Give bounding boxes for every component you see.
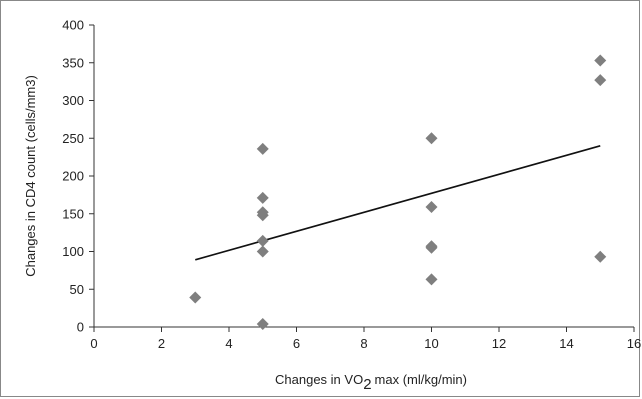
x-tick-label: 6 [293, 336, 300, 351]
y-ticks: 0 50 100 150 200 250 300 350 400 [62, 18, 94, 335]
trendline-group [195, 145, 601, 261]
trendline [195, 145, 601, 261]
x-tick-label: 4 [225, 336, 232, 351]
x-tick-label: 12 [492, 336, 506, 351]
data-point [256, 206, 269, 219]
x-tick-label: 14 [559, 336, 573, 351]
x-axis-title-suffix: max (ml/kg/min) [375, 372, 467, 387]
y-tick-label: 400 [62, 18, 84, 33]
x-tick-label: 10 [424, 336, 438, 351]
x-axis-title: Changes in VO2 max (ml/kg/min) [275, 372, 467, 393]
data-points [189, 54, 607, 330]
y-tick-label: 50 [70, 282, 84, 297]
data-point [594, 54, 607, 67]
x-axis-title-subscript: 2 [363, 376, 371, 393]
axes [93, 25, 634, 328]
x-tick-label: 16 [627, 336, 641, 351]
y-tick-label: 100 [62, 244, 84, 259]
y-tick-label: 150 [62, 206, 84, 221]
y-tick-label: 0 [77, 320, 84, 335]
data-point [425, 132, 438, 145]
data-point [425, 240, 438, 253]
data-point [189, 291, 202, 304]
data-point [594, 250, 607, 263]
data-point [256, 245, 269, 258]
data-point [256, 317, 269, 330]
x-ticks: 0 2 4 6 8 10 12 14 16 [90, 327, 641, 351]
y-tick-label: 300 [62, 93, 84, 108]
y-tick-label: 200 [62, 169, 84, 184]
y-axis-title: Changes in CD4 count (cells/mm3) [23, 75, 38, 277]
data-point [256, 142, 269, 155]
data-point [425, 200, 438, 213]
x-axis-title-prefix: Changes in VO [275, 372, 363, 387]
x-tick-label: 0 [90, 336, 97, 351]
x-tick-label: 8 [360, 336, 367, 351]
y-tick-label: 350 [62, 55, 84, 70]
y-tick-label: 250 [62, 131, 84, 146]
data-point [256, 191, 269, 204]
x-tick-label: 2 [158, 336, 165, 351]
data-point [256, 234, 269, 247]
data-point [594, 74, 607, 87]
data-point [425, 273, 438, 286]
